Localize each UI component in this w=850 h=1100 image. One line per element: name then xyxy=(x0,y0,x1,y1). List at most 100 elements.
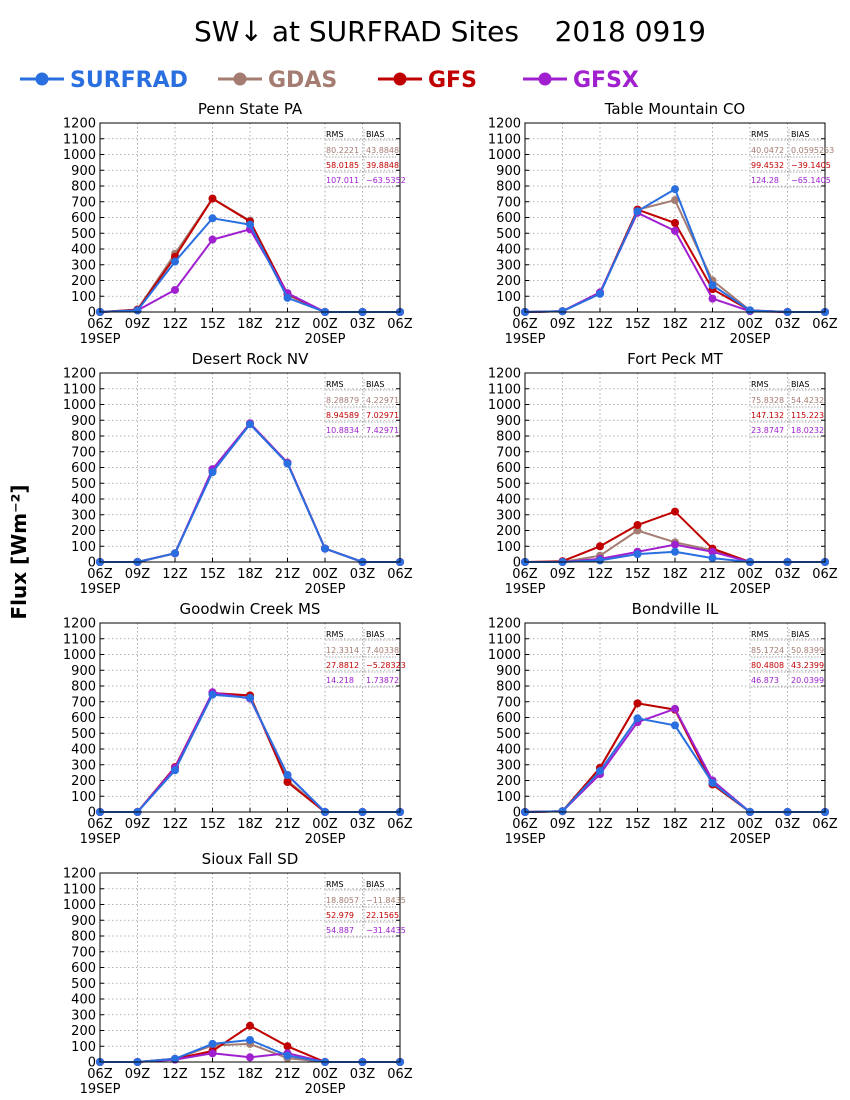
stat-bias: 7.40338 xyxy=(366,646,399,655)
data-point-gfsx xyxy=(208,1049,217,1058)
series-surfrad xyxy=(96,690,404,816)
data-point-surfrad xyxy=(596,767,604,776)
y-tick-label: 0 xyxy=(88,806,96,821)
x-tick-label: 06Z xyxy=(812,567,838,582)
y-tick-label: 400 xyxy=(496,743,521,758)
stats-header-rms: RMS xyxy=(326,630,344,639)
x-tick-label: 03Z xyxy=(350,567,376,582)
legend-label-gfsx: GFSX xyxy=(573,68,639,93)
panel-title: Penn State PA xyxy=(198,100,303,118)
y-tick-label: 1200 xyxy=(63,117,96,132)
y-tick-label: 800 xyxy=(71,680,96,695)
x-tick-label: 21Z xyxy=(275,817,301,832)
data-point-surfrad xyxy=(671,185,679,194)
stats-header-rms: RMS xyxy=(326,130,344,139)
x-date-label: 20SEP xyxy=(730,332,771,347)
x-tick-label: 06Z xyxy=(87,1067,113,1082)
stats-header-rms: RMS xyxy=(326,880,344,889)
x-tick-label: 18Z xyxy=(237,817,263,832)
stat-rms: 107.011 xyxy=(326,176,359,185)
x-tick-label: 00Z xyxy=(737,817,763,832)
x-tick-label: 06Z xyxy=(87,817,113,832)
stats-header-rms: RMS xyxy=(326,380,344,389)
x-tick-label: 00Z xyxy=(312,317,338,332)
x-tick-label: 15Z xyxy=(200,567,226,582)
x-tick-label: 06Z xyxy=(812,817,838,832)
panel-2: Desert Rock NV 01002003004005006007008009… xyxy=(63,350,413,597)
y-tick-label: 200 xyxy=(496,524,521,539)
data-point-surfrad xyxy=(246,220,254,229)
panel-1: Table Mountain CO 01002003004005006007008… xyxy=(488,100,838,347)
data-point-surfrad xyxy=(708,778,717,787)
y-tick-label: 800 xyxy=(71,930,96,945)
x-tick-label: 21Z xyxy=(275,1067,301,1082)
stat-bias: 50.8399 xyxy=(791,646,824,655)
y-tick-label: 300 xyxy=(496,508,521,523)
figure-title: SW↓ at SURFRAD Sites 2018 0919 xyxy=(194,15,706,48)
data-point-surfrad xyxy=(171,766,179,775)
x-date-label: 20SEP xyxy=(305,582,346,597)
stats-header-bias: BIAS xyxy=(366,630,384,639)
y-tick-label: 400 xyxy=(71,993,96,1008)
x-date-label: 20SEP xyxy=(305,1082,346,1097)
plot-frame xyxy=(99,372,401,563)
data-point-surfrad xyxy=(171,1054,179,1063)
y-tick-label: 700 xyxy=(496,695,521,710)
data-point-gfs xyxy=(671,507,679,516)
stat-bias: 115.223 xyxy=(791,411,824,420)
x-tick-label: 12Z xyxy=(162,567,188,582)
series-surfrad xyxy=(521,185,829,316)
y-tick-label: 1200 xyxy=(488,117,521,132)
stat-rms: 124.28 xyxy=(751,176,779,185)
y-tick-label: 700 xyxy=(496,195,521,210)
x-tick-label: 09Z xyxy=(125,1067,151,1082)
y-tick-label: 900 xyxy=(496,664,521,679)
x-tick-label: 00Z xyxy=(312,567,338,582)
data-point-gfs xyxy=(283,778,292,787)
plot-frame xyxy=(99,622,401,813)
y-tick-label: 1100 xyxy=(488,632,521,647)
x-tick-label: 15Z xyxy=(625,317,651,332)
y-tick-label: 200 xyxy=(71,1024,96,1039)
panels: Penn State PA010020030040050060070080090… xyxy=(63,100,838,1097)
y-tick-label: 1100 xyxy=(63,132,96,147)
x-tick-label: 21Z xyxy=(275,567,301,582)
y-tick-label: 300 xyxy=(71,758,96,773)
data-point-surfrad xyxy=(321,544,329,553)
x-tick-label: 21Z xyxy=(700,317,726,332)
stat-rms: 14.218 xyxy=(326,676,354,685)
x-tick-label: 09Z xyxy=(550,817,576,832)
data-point-surfrad xyxy=(708,554,717,563)
plot-frame xyxy=(99,122,401,313)
y-tick-label: 1000 xyxy=(488,648,521,663)
y-tick-label: 700 xyxy=(71,695,96,710)
y-tick-label: 500 xyxy=(496,227,521,242)
y-tick-label: 600 xyxy=(71,461,96,476)
y-tick-label: 600 xyxy=(71,961,96,976)
x-tick-label: 15Z xyxy=(625,567,651,582)
series-line-gdas xyxy=(100,692,400,813)
legend-label-gdas: GDAS xyxy=(268,68,337,93)
stat-bias: 1.73872 xyxy=(366,676,399,685)
stat-bias: 7.02971 xyxy=(366,411,399,420)
x-tick-label: 09Z xyxy=(125,317,151,332)
stat-bias: 4.22971 xyxy=(366,396,399,405)
y-tick-label: 1100 xyxy=(488,382,521,397)
stat-bias: 43.8848 xyxy=(366,146,399,155)
x-tick-label: 06Z xyxy=(387,567,413,582)
y-tick-label: 800 xyxy=(496,680,521,695)
legend-marker-surfrad xyxy=(35,72,49,86)
plot-frame xyxy=(524,622,826,813)
x-tick-label: 06Z xyxy=(512,567,538,582)
data-point-surfrad xyxy=(558,307,567,316)
x-tick-label: 06Z xyxy=(387,317,413,332)
x-tick-label: 06Z xyxy=(512,817,538,832)
y-tick-label: 800 xyxy=(71,430,96,445)
y-tick-label: 300 xyxy=(71,258,96,273)
panel-title: Bondville IL xyxy=(632,600,719,618)
y-tick-label: 400 xyxy=(71,743,96,758)
stats-header-rms: RMS xyxy=(751,130,769,139)
stats-header-bias: BIAS xyxy=(366,880,384,889)
x-tick-label: 18Z xyxy=(662,567,688,582)
data-point-surfrad xyxy=(283,293,292,302)
